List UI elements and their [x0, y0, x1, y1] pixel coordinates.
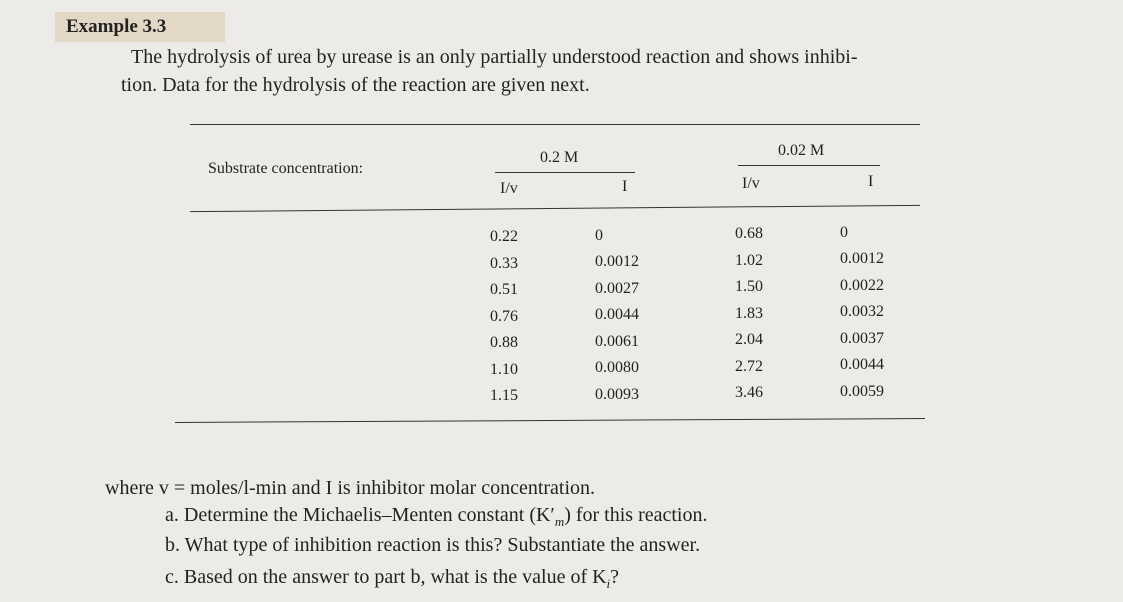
table-cell: 0.0027 [595, 279, 639, 297]
header-rule [190, 204, 920, 213]
table-cell: 0.0022 [840, 276, 884, 294]
question-text: c. Based on the answer to part b, what i… [165, 566, 607, 588]
group-header: 0.2 M [540, 149, 579, 166]
table-cell: 0.22 [490, 228, 518, 245]
heading-box [55, 12, 225, 42]
heading: Example 3.3 [66, 16, 167, 37]
table-cell: 0.0032 [840, 303, 884, 320]
table-top-rule [190, 124, 920, 125]
table-cell: 1.50 [735, 278, 763, 295]
table-cell: 0.0012 [840, 250, 884, 267]
column-header: I [868, 173, 874, 190]
question-text: a. Determine the Michaelis–Menten consta… [165, 504, 555, 526]
note: where v = moles/l-min and I is inhibitor… [105, 477, 596, 499]
table-cell: 2.04 [735, 331, 763, 348]
table-cell: 0.0044 [595, 306, 639, 323]
intro-line: The hydrolysis of urea by urease is an o… [131, 46, 858, 68]
table-cell: 0.88 [490, 334, 518, 351]
row-label: Substrate concentration: [208, 160, 364, 177]
subscript: m [554, 514, 565, 529]
question-text: ) for this reaction. [564, 504, 708, 526]
question: a. Determine the Michaelis–Menten consta… [165, 504, 707, 530]
column-header: I/v [742, 175, 760, 192]
table-cell: 0.51 [490, 281, 518, 298]
table-cell: 2.72 [735, 357, 763, 375]
table-cell: 0.76 [490, 307, 518, 325]
table-cell: 0 [840, 223, 848, 241]
question: c. Based on the answer to part b, what i… [165, 566, 619, 592]
table-cell: 0 [595, 226, 603, 244]
table-bottom-rule [175, 418, 925, 423]
table-cell: 0.0044 [840, 356, 884, 373]
intro-line: tion. Data for the hydrolysis of the rea… [121, 74, 590, 96]
group-rule [738, 165, 880, 166]
group-rule [495, 172, 635, 173]
table-cell: 0.0080 [595, 359, 639, 376]
table-cell: 1.10 [490, 360, 518, 378]
table-cell: 0.68 [735, 225, 763, 242]
group-header: 0.02 M [778, 142, 825, 159]
column-header: I [622, 178, 628, 195]
column-header: I/v [500, 180, 518, 197]
question: b. What type of inhibition reaction is t… [165, 534, 700, 557]
question-text: ? [610, 566, 620, 588]
table-cell: 0.0037 [840, 329, 884, 347]
table-cell: 1.02 [735, 251, 763, 269]
question-text: b. What type of inhibition reaction is t… [165, 534, 701, 556]
table-cell: 0.0061 [595, 332, 639, 350]
subscript: i [606, 576, 611, 591]
table-cell: 0.0012 [595, 253, 639, 270]
table-cell: 1.83 [735, 304, 763, 322]
table-cell: 0.33 [490, 254, 518, 272]
table-cell: 1.15 [490, 387, 518, 404]
table-cell: 3.46 [735, 384, 763, 401]
table-cell: 0.0093 [595, 385, 639, 403]
table-cell: 0.0059 [840, 382, 884, 400]
